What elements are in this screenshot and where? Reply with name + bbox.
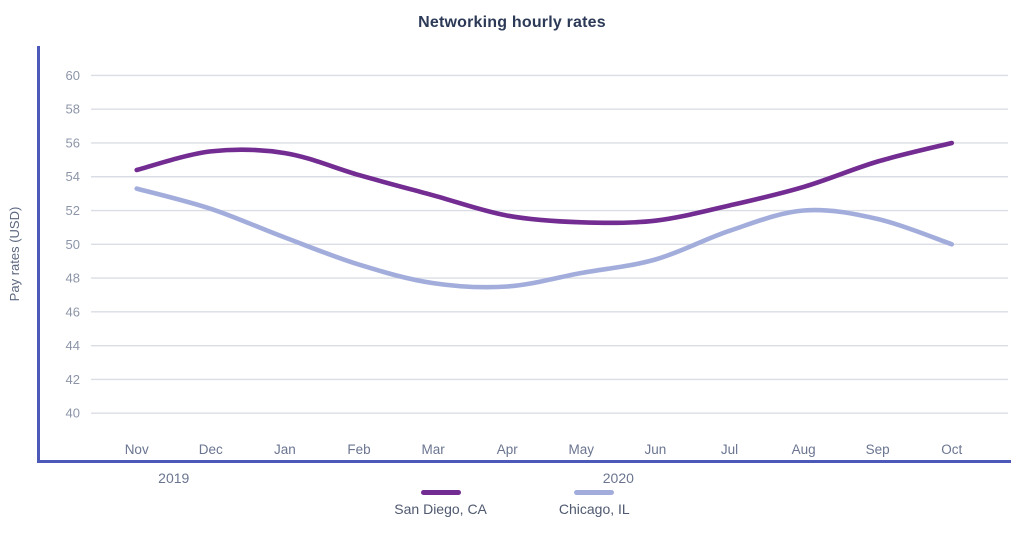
legend-item-san-diego-ca[interactable]: San Diego, CA: [394, 490, 487, 517]
y-tick-label: 52: [66, 203, 80, 218]
y-tick-label: 54: [66, 169, 80, 184]
series-line-chicago-il: [134, 186, 955, 290]
y-tick-label: 56: [66, 135, 80, 150]
x-tick-label: Jun: [645, 442, 667, 457]
x-tick-label: Nov: [125, 442, 149, 457]
y-tick-label: 40: [66, 406, 80, 421]
legend-label: Chicago, IL: [558, 501, 630, 517]
y-axis-title: Pay rates (USD): [7, 207, 22, 302]
x-tick-label: Jul: [721, 442, 738, 457]
legend: San Diego, CA Chicago, IL: [0, 490, 1024, 517]
y-tick-label: 50: [66, 237, 80, 252]
y-tick-label: 42: [66, 372, 80, 387]
x-tick-label: Apr: [497, 442, 519, 457]
year-label: 2019: [158, 470, 189, 486]
legend-item-chicago-il[interactable]: Chicago, IL: [559, 490, 630, 517]
legend-label: San Diego, CA: [394, 501, 487, 517]
x-tick-label: Mar: [421, 442, 445, 457]
x-tick-label: Dec: [199, 442, 223, 457]
legend-swatch: [420, 490, 461, 495]
y-tick-label: 48: [66, 271, 80, 286]
series-line-san-diego-ca: [134, 140, 955, 226]
chart-title: Networking hourly rates: [418, 14, 606, 31]
x-tick-label: Aug: [792, 442, 816, 457]
y-tick-label: 44: [66, 338, 80, 353]
x-tick-label: May: [569, 442, 595, 457]
y-tick-label: 60: [66, 68, 80, 83]
x-tick-label: Jan: [274, 442, 296, 457]
legend-swatch: [574, 490, 615, 495]
y-tick-label: 58: [66, 102, 80, 117]
y-tick-label: 46: [66, 304, 80, 319]
x-tick-label: Feb: [347, 442, 370, 457]
x-tick-label: Oct: [941, 442, 962, 457]
year-label: 2020: [603, 470, 634, 486]
x-tick-label: Sep: [866, 442, 890, 457]
